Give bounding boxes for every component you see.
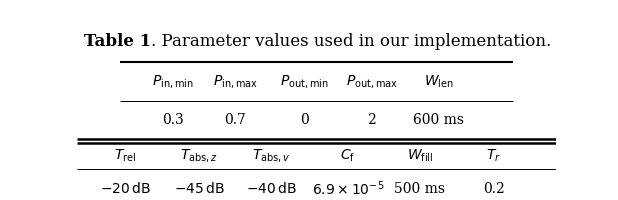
Text: $C_{\mathrm{f}}$: $C_{\mathrm{f}}$ <box>341 147 355 164</box>
Text: . Parameter values used in our implementation.: . Parameter values used in our implement… <box>151 33 552 50</box>
Text: $P_{\mathrm{out,min}}$: $P_{\mathrm{out,min}}$ <box>281 73 329 90</box>
Text: $W_{\mathrm{len}}$: $W_{\mathrm{len}}$ <box>424 74 454 90</box>
Text: 2: 2 <box>368 113 376 127</box>
Text: 0: 0 <box>300 113 309 127</box>
Text: $T_{\mathrm{abs},v}$: $T_{\mathrm{abs},v}$ <box>252 147 290 164</box>
Text: $6.9\times10^{-5}$: $6.9\times10^{-5}$ <box>311 179 384 198</box>
Text: $-40\,\mathrm{dB}$: $-40\,\mathrm{dB}$ <box>246 181 297 196</box>
Text: Table 1: Table 1 <box>85 33 151 50</box>
Text: $P_{\mathrm{in,max}}$: $P_{\mathrm{in,max}}$ <box>213 73 258 90</box>
Text: 0.2: 0.2 <box>483 182 505 196</box>
Text: $P_{\mathrm{out,max}}$: $P_{\mathrm{out,max}}$ <box>345 73 398 90</box>
Text: 0.7: 0.7 <box>224 113 246 127</box>
Text: 0.3: 0.3 <box>162 113 184 127</box>
Text: 500 ms: 500 ms <box>394 182 445 196</box>
Text: $P_{\mathrm{in,min}}$: $P_{\mathrm{in,min}}$ <box>152 73 194 90</box>
Text: $W_{\mathrm{fill}}$: $W_{\mathrm{fill}}$ <box>407 147 433 164</box>
Text: $-45\,\mathrm{dB}$: $-45\,\mathrm{dB}$ <box>174 181 225 196</box>
Text: $T_r$: $T_r$ <box>486 147 501 164</box>
Text: 600 ms: 600 ms <box>413 113 464 127</box>
Text: $T_{\mathrm{rel}}$: $T_{\mathrm{rel}}$ <box>114 147 136 164</box>
Text: $-20\,\mathrm{dB}$: $-20\,\mathrm{dB}$ <box>99 181 151 196</box>
Text: $T_{\mathrm{abs},z}$: $T_{\mathrm{abs},z}$ <box>180 147 218 164</box>
